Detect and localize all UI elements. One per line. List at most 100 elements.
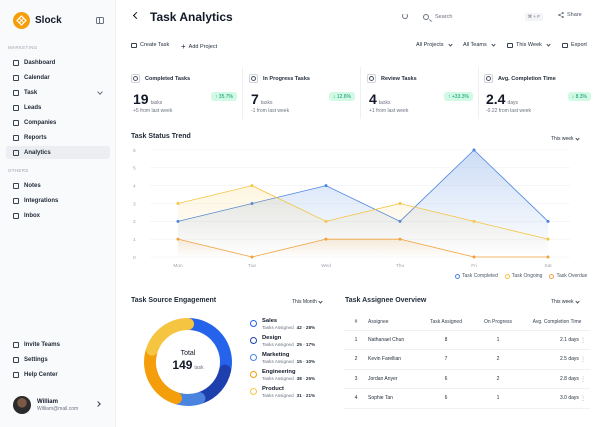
chevron-down-icon — [574, 135, 580, 141]
section-label-others: OTHERS — [8, 168, 29, 173]
stat-card-completed: Completed Tasks 19 tasks ↑ 35.7% +5 from … — [131, 67, 243, 119]
search-icon — [423, 13, 429, 20]
sidebar-item-task[interactable]: Task — [6, 86, 110, 99]
chevron-down-icon — [491, 41, 496, 47]
x-tick-label: Thu — [396, 263, 405, 269]
table-row[interactable]: 1 Nathanael Chun 8 1 2.1 days ⋮ — [344, 330, 590, 350]
engagement-title: Task Source Engagement — [131, 297, 217, 304]
more-icon[interactable]: ⋮ — [580, 396, 586, 403]
legend-overdue: Task Overdue — [549, 273, 587, 279]
y-tick-label: 3 — [133, 201, 136, 207]
y-tick-label: 2 — [133, 219, 136, 225]
more-icon[interactable]: ⋮ — [580, 357, 586, 364]
chevron-down-icon — [447, 41, 453, 47]
leads-icon — [13, 104, 19, 111]
x-tick-label: Mon — [173, 263, 183, 269]
sidebar-item-calendar[interactable]: Calendar — [6, 71, 110, 84]
sidebar-item-reports[interactable]: Reports — [6, 131, 110, 144]
slock-logo-icon — [13, 12, 30, 29]
logo[interactable]: Slock — [13, 12, 62, 29]
x-tick-label: Tue — [248, 263, 256, 269]
sidebar-item-integrations[interactable]: Integrations — [6, 194, 110, 207]
series-area — [178, 185, 548, 257]
engagement-period-dropdown[interactable]: This Month — [292, 298, 323, 305]
sidebar-item-invite-teams[interactable]: Invite Teams — [6, 338, 110, 351]
clock-icon — [484, 74, 493, 83]
data-point — [398, 219, 402, 223]
all-teams-dropdown[interactable]: All Teams — [463, 41, 496, 48]
data-point — [176, 237, 180, 241]
sidebar-item-help-center[interactable]: Help Center — [6, 368, 110, 381]
y-tick-label: 6 — [133, 148, 136, 154]
plus-icon: + — [181, 42, 186, 51]
more-icon[interactable]: ⋮ — [580, 376, 586, 383]
data-point — [546, 237, 550, 241]
legend-ongoing: Task Ongoing — [504, 273, 542, 279]
data-point — [472, 148, 476, 152]
sidebar-item-settings[interactable]: Settings — [6, 353, 110, 366]
assignee-period-dropdown[interactable]: This week — [551, 298, 580, 305]
table-row[interactable]: 3 Jordan Anyer 6 2 2.8 days ⋮ — [344, 369, 590, 389]
calendar-icon — [13, 74, 19, 81]
chevron-right-icon[interactable] — [95, 401, 101, 407]
table-row[interactable]: 4 Sophie Tan 6 1 3.0 days ⋮ — [344, 388, 590, 409]
data-point — [398, 202, 402, 205]
series-area — [178, 150, 548, 257]
user-email: William@mail.com — [37, 405, 79, 412]
export-button[interactable]: Export — [562, 42, 587, 48]
series-line — [177, 149, 549, 222]
sidebar-item-dashboard[interactable]: Dashboard — [6, 56, 110, 69]
sidebar-item-leads[interactable]: Leads — [6, 101, 110, 114]
sidebar-item-inbox[interactable]: Inbox — [6, 209, 110, 222]
source-list: Sales Tasks Assigned 42 - 28% Design Tasks … — [250, 318, 315, 403]
donut-slice — [171, 392, 206, 406]
data-point — [324, 219, 328, 223]
search-shortcut: ⌘ + F — [524, 12, 543, 21]
table-header: # Assignee Task Assigned On Progress Avg… — [344, 315, 590, 331]
stat-card-in-progress: In Progress Tasks 7 tasks ↓ 12.6% -1 from… — [249, 67, 361, 119]
data-point — [324, 237, 328, 241]
chevron-down-icon — [574, 298, 580, 304]
series-area — [178, 239, 548, 257]
back-arrow-icon[interactable] — [132, 11, 141, 20]
legend-completed: Task Completed — [455, 273, 498, 279]
chevron-down-icon[interactable] — [97, 89, 103, 95]
data-point — [546, 219, 550, 223]
create-task-button[interactable]: Create Task — [131, 42, 169, 48]
companies-icon — [13, 119, 19, 126]
section-label-marketing: MARKETING — [8, 45, 38, 50]
dashboard-icon — [13, 59, 19, 66]
all-projects-dropdown[interactable]: All Projects — [416, 41, 453, 48]
trend-period-dropdown[interactable]: This week — [551, 135, 580, 142]
data-point — [472, 255, 476, 259]
sidebar-item-analytics[interactable]: Analytics — [6, 146, 110, 159]
trend-badge: ↓ 8.3% — [567, 92, 591, 101]
share-button[interactable]: Share — [558, 12, 582, 18]
this-week-dropdown[interactable]: This Week — [507, 41, 551, 48]
data-point — [472, 219, 476, 223]
series-line — [177, 185, 549, 240]
user-profile[interactable]: William William@mail.com — [13, 396, 78, 414]
table-row[interactable]: 2 Kevin Farellian 7 2 2.5 days ⋮ — [344, 349, 590, 370]
integrations-icon — [13, 197, 19, 204]
trend-badge: ↑ 35.7% — [210, 92, 237, 101]
assignee-table: # Assignee Task Assigned On Progress Avg… — [344, 315, 590, 409]
more-icon[interactable]: ⋮ — [580, 337, 586, 344]
trend-title: Task Status Trend — [131, 133, 191, 140]
refresh-icon[interactable] — [402, 13, 408, 19]
donut-slice — [195, 364, 232, 404]
analytics-icon — [13, 149, 19, 156]
search-bar[interactable]: Search ⌘ + F — [418, 9, 548, 24]
reports-icon — [13, 134, 19, 141]
export-icon — [562, 42, 568, 48]
search-input[interactable]: Search — [435, 13, 453, 20]
add-project-button[interactable]: + Add Project — [181, 42, 218, 51]
x-tick-label: Sat — [544, 263, 552, 269]
y-tick-label: 4 — [133, 183, 136, 189]
sidebar-toggle-icon[interactable] — [96, 17, 104, 24]
sidebar-item-companies[interactable]: Companies — [6, 116, 110, 129]
source-item: Marketing Tasks Assigned 15 - 10% — [250, 352, 315, 369]
trend-badge: ↓ 12.6% — [328, 92, 355, 101]
sidebar-item-notes[interactable]: Notes — [6, 179, 110, 192]
data-point — [250, 184, 254, 188]
